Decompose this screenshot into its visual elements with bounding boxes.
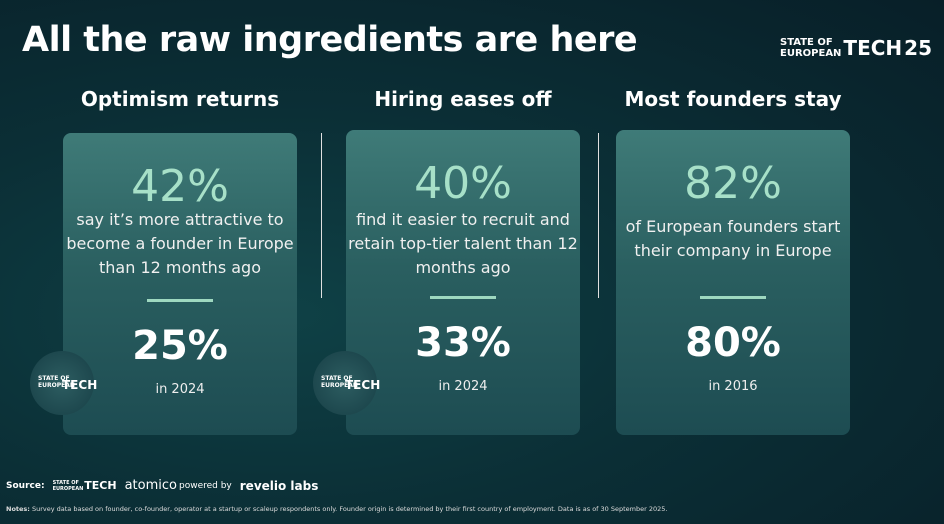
- logo-text: EUROPEAN: [780, 48, 842, 59]
- rule: [147, 299, 213, 302]
- badge-text: TECH: [62, 377, 98, 392]
- compare: 33%: [415, 320, 511, 366]
- card-heading: Optimism returns: [80, 87, 280, 111]
- compare-label: in 2024: [438, 379, 488, 394]
- stat: 40%: [414, 158, 512, 209]
- description: say it’s more attractive to become a fou…: [66, 210, 294, 277]
- description: of European founders start their company…: [625, 217, 841, 260]
- description: find it easier to recruit and retain top…: [348, 210, 578, 277]
- logo-text: 25: [904, 36, 932, 60]
- card-heading: Hiring eases off: [374, 87, 552, 111]
- logo-text: TECH: [84, 479, 117, 492]
- badge-text: EUROPEAN: [321, 381, 358, 389]
- stat: 82%: [684, 158, 782, 209]
- badge-text: STATE OF: [38, 374, 70, 382]
- logo-text: STATE OF: [52, 479, 79, 486]
- compare: 25%: [132, 323, 228, 369]
- rule: [700, 296, 766, 299]
- compare: 80%: [685, 320, 781, 366]
- title: All the raw ingredients are here: [22, 20, 638, 60]
- badge: STATE OF EUROPEAN TECH: [313, 351, 381, 415]
- logo-text: STATE: [780, 37, 814, 48]
- card: 40% find it easier to recruit and retain …: [346, 130, 580, 435]
- badge-text: EUROPEAN: [38, 381, 75, 389]
- divider: [598, 133, 599, 298]
- card: 42% say it’s more attractive to become a …: [63, 133, 297, 435]
- notes: Notes: Survey data based on founder, co-…: [6, 505, 667, 513]
- divider: [321, 133, 322, 298]
- stat: 42%: [131, 161, 229, 212]
- logo-text: EUROPEAN: [52, 485, 84, 492]
- logo-text: OF: [817, 37, 833, 48]
- compare-label: in 2016: [708, 379, 758, 394]
- badge-text: TECH: [345, 377, 381, 392]
- revelio: revelio labs: [239, 478, 319, 493]
- source-logo: STATE OF EUROPEAN TECH: [53, 479, 117, 492]
- notes-label: Notes:: [6, 505, 30, 513]
- logo-text: TECH: [843, 36, 903, 60]
- atomico: atomico: [124, 478, 177, 493]
- footer: Source: STATE OF EUROPEAN TECH atomico pow…: [6, 478, 318, 493]
- notes-text: Survey data based on founder, co-founder…: [31, 505, 668, 513]
- card: 82% of European founders start their comp…: [616, 130, 850, 435]
- compare-label: in 2024: [155, 382, 205, 397]
- badge-text: STATE OF: [321, 374, 353, 382]
- source-label: Source:: [6, 480, 45, 491]
- badge: STATE OF EUROPEAN TECH: [30, 351, 98, 415]
- card-heading: Most founders stay: [624, 87, 842, 111]
- logo: STATE OF EUROPEAN TECH 25: [780, 36, 932, 60]
- powered-by: powered by: [178, 480, 232, 491]
- rule: [430, 296, 496, 299]
